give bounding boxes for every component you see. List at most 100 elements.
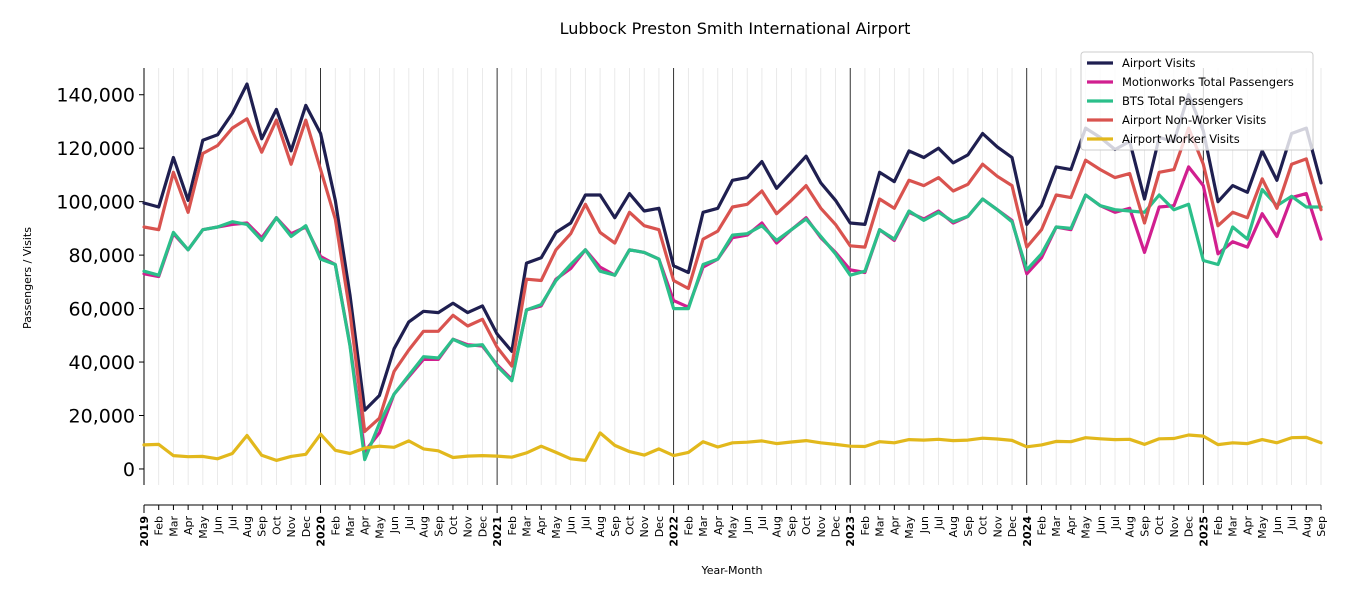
legend-label: Airport Non-Worker Visits [1122, 113, 1266, 127]
x-tick-label: Nov [991, 516, 1004, 538]
x-tick-label: Feb [153, 516, 166, 535]
x-tick-label: Jul [579, 516, 592, 530]
x-tick-label: Apr [888, 516, 901, 536]
x-tick-label: Aug [1300, 516, 1313, 537]
x-tick-label: 2023 [844, 516, 857, 547]
x-tick-label: Aug [947, 516, 960, 537]
series-line [142, 431, 1323, 462]
chart-title: Lubbock Preston Smith International Airp… [560, 19, 911, 38]
x-tick-label: Jul [1286, 516, 1299, 530]
x-tick-label: Sep [432, 516, 445, 537]
x-tick-label: Dec [1006, 516, 1019, 537]
x-tick-label: Nov [285, 516, 298, 538]
x-tick-label: 2025 [1197, 516, 1210, 547]
y-tick-label: 120,000 [56, 138, 135, 160]
legend-box [1080, 51, 1314, 151]
x-tick-label: Jun [388, 516, 401, 534]
x-tick-label: May [373, 516, 386, 539]
series-line [142, 117, 1323, 434]
x-tick-label: 2020 [315, 516, 328, 547]
x-tick-label: Aug [1124, 516, 1137, 537]
x-tick-label: Jul [932, 516, 945, 530]
x-tick-label: Apr [535, 516, 548, 536]
x-tick-label: Apr [359, 516, 372, 536]
y-tick-label: 80,000 [69, 245, 135, 267]
x-tick-label: Dec [829, 516, 842, 537]
x-tick-label: Jul [226, 516, 239, 530]
x-tick-label: Sep [609, 516, 622, 537]
x-tick-label: Sep [256, 516, 269, 537]
legend-label: Airport Visits [1122, 56, 1196, 70]
x-tick-label: Nov [1168, 516, 1181, 538]
y-tick-label: 40,000 [69, 352, 135, 374]
x-tick-label: 2022 [668, 516, 681, 547]
x-tick-label: May [1080, 516, 1093, 539]
x-tick-label: Aug [241, 516, 254, 537]
x-tick-label: 2019 [138, 516, 151, 547]
legend-label: Motionworks Total Passengers [1122, 75, 1294, 89]
x-tick-label: Feb [1035, 516, 1048, 535]
x-tick-label: Oct [977, 515, 990, 535]
x-tick-label: Mar [344, 516, 357, 537]
x-tick-label: 2021 [491, 516, 504, 547]
x-tick-label: Feb [859, 516, 872, 535]
x-tick-label: Dec [476, 516, 489, 537]
x-tick-label: Feb [506, 516, 519, 535]
x-tick-label: Jun [1094, 516, 1107, 534]
x-tick-label: Nov [815, 516, 828, 538]
x-tick-label: Sep [785, 516, 798, 537]
x-tick-label: Jun [1271, 516, 1284, 534]
x-tick-label: Oct [624, 515, 637, 535]
x-tick-label: May [197, 516, 210, 539]
y-tick-label: 0 [123, 459, 135, 481]
x-tick-label: Nov [462, 516, 475, 538]
x-tick-label: Mar [167, 516, 180, 537]
y-tick-label: 140,000 [56, 85, 135, 107]
x-tick-label: Mar [1227, 516, 1240, 537]
x-tick-label: Aug [771, 516, 784, 537]
x-tick-label: May [550, 516, 563, 539]
y-axis-label: Passengers / Visits [21, 227, 34, 329]
y-tick-label: 20,000 [69, 406, 135, 428]
x-tick-label: Oct [447, 515, 460, 535]
x-tick-label: May [903, 516, 916, 539]
x-tick-label: Oct [1153, 515, 1166, 535]
x-tick-label: Feb [1212, 516, 1225, 535]
x-tick-label: Jun [212, 516, 225, 534]
legend: Airport Visits Motionworks Total Passenge… [1080, 51, 1314, 151]
series-line [142, 188, 1323, 462]
x-tick-label: 2024 [1021, 516, 1034, 547]
x-tick-label: Jun [565, 516, 578, 534]
x-tick-label: Apr [182, 516, 195, 536]
x-tick-label: May [727, 516, 740, 539]
x-tick-label: Mar [697, 516, 710, 537]
y-tick-label: 100,000 [56, 192, 135, 214]
x-tick-label: Nov [638, 516, 651, 538]
x-tick-label: Feb [329, 516, 342, 535]
x-tick-label: Jul [756, 516, 769, 530]
x-tick-label: Mar [1050, 516, 1063, 537]
x-tick-label: Aug [418, 516, 431, 537]
x-tick-label: Dec [300, 516, 313, 537]
legend-label: BTS Total Passengers [1122, 94, 1243, 108]
x-tick-label: Jul [403, 516, 416, 530]
x-tick-label: Jun [741, 516, 754, 534]
x-tick-label: Apr [712, 516, 725, 536]
x-tick-label: Jul [1109, 516, 1122, 530]
x-axis-label: Year-Month [700, 564, 762, 577]
x-tick-label: May [1256, 516, 1269, 539]
x-tick-label: Feb [682, 516, 695, 535]
y-tick-label: 60,000 [69, 299, 135, 321]
x-tick-label: Sep [1315, 516, 1328, 537]
x-tick-label: Apr [1241, 516, 1254, 536]
x-tick-label: Dec [1183, 516, 1196, 537]
legend-label: Airport Worker Visits [1122, 132, 1240, 146]
x-tick-label: Mar [874, 516, 887, 537]
x-tick-label: Sep [962, 516, 975, 537]
x-tick-label: Oct [800, 515, 813, 535]
x-tick-label: Dec [653, 516, 666, 537]
x-tick-label: Apr [1065, 516, 1078, 536]
x-tick-label: Aug [594, 516, 607, 537]
axes: 0 20,000 40,000 60,000 80,000 100,000 120,000 1… [56, 68, 1328, 547]
